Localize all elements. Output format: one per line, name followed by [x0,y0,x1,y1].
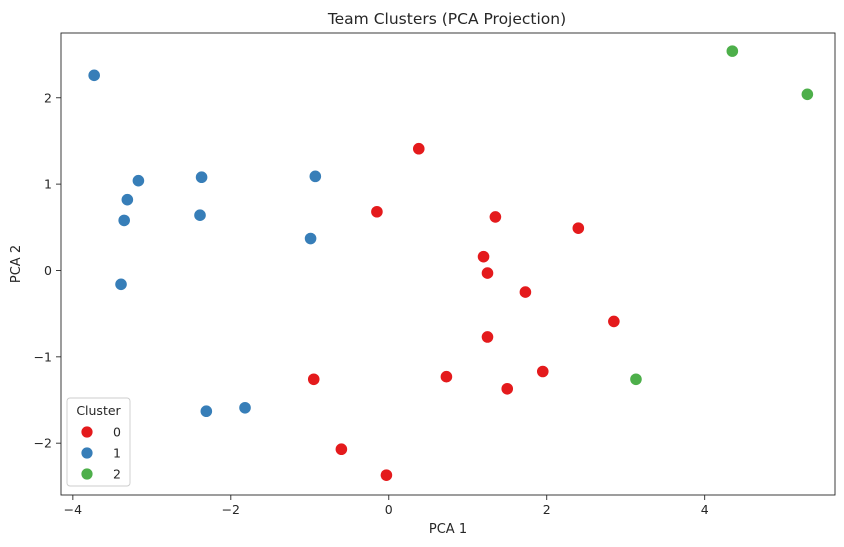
chart-title: Team Clusters (PCA Projection) [327,10,566,28]
legend-marker-1 [80,446,94,460]
data-point-cluster-0 [412,142,426,156]
data-point-cluster-0 [607,314,621,329]
legend-label-2: 2 [113,467,121,482]
y-tick-label: 0 [44,263,52,278]
data-point-cluster-1 [114,277,128,291]
legend-marker-0 [80,425,94,439]
plot-area: −4 −2 0 2 4 −2 −1 0 1 2 [34,32,836,517]
data-point-cluster-0 [439,370,454,384]
data-point-cluster-0 [370,205,384,219]
data-point-cluster-0 [488,210,502,224]
data-point-cluster-1 [303,231,318,246]
legend-title: Cluster [76,403,121,418]
data-point-cluster-0 [536,364,550,379]
data-point-cluster-1 [238,401,252,415]
data-point-cluster-0 [518,285,533,299]
legend-marker-2 [80,467,94,481]
y-tick-label: 1 [44,177,52,192]
legend-label-1: 1 [113,446,121,461]
y-axis-label: PCA 2 [9,245,24,283]
x-tick-label: 0 [385,502,393,517]
y-tick-label: −1 [34,349,52,364]
x-axis: −4 −2 0 2 4 [64,495,709,517]
x-tick-label: 2 [543,502,551,517]
legend-box [66,397,131,487]
data-point-cluster-1 [87,68,101,82]
data-points [87,44,814,482]
data-point-cluster-1 [308,169,322,183]
data-point-cluster-0 [480,266,495,280]
y-axis: −2 −1 0 1 2 [34,90,61,451]
data-point-cluster-0 [379,468,393,482]
data-point-cluster-0 [307,372,321,386]
y-tick-label: −2 [34,436,52,451]
x-tick-label: 4 [701,502,709,517]
data-point-cluster-0 [571,221,585,235]
data-point-cluster-2 [800,87,814,101]
x-tick-label: −2 [222,502,240,517]
x-tick-label: −4 [64,502,82,517]
plot-frame [60,32,836,496]
data-point-cluster-1 [131,174,145,188]
legend-label-0: 0 [113,425,121,440]
data-point-cluster-1 [120,193,134,207]
data-point-cluster-2 [629,372,643,386]
data-point-cluster-1 [117,213,131,227]
x-axis-label: PCA 1 [429,522,467,537]
data-point-cluster-2 [725,44,739,58]
data-point-cluster-0 [500,382,514,396]
data-point-cluster-0 [476,250,491,264]
data-point-cluster-0 [334,442,348,456]
y-tick-label: 2 [44,90,52,105]
data-point-cluster-0 [480,330,495,344]
data-point-cluster-1 [194,170,209,184]
data-point-cluster-1 [193,208,207,222]
data-point-cluster-1 [199,404,213,418]
legend: Cluster 0 1 2 [66,397,131,487]
